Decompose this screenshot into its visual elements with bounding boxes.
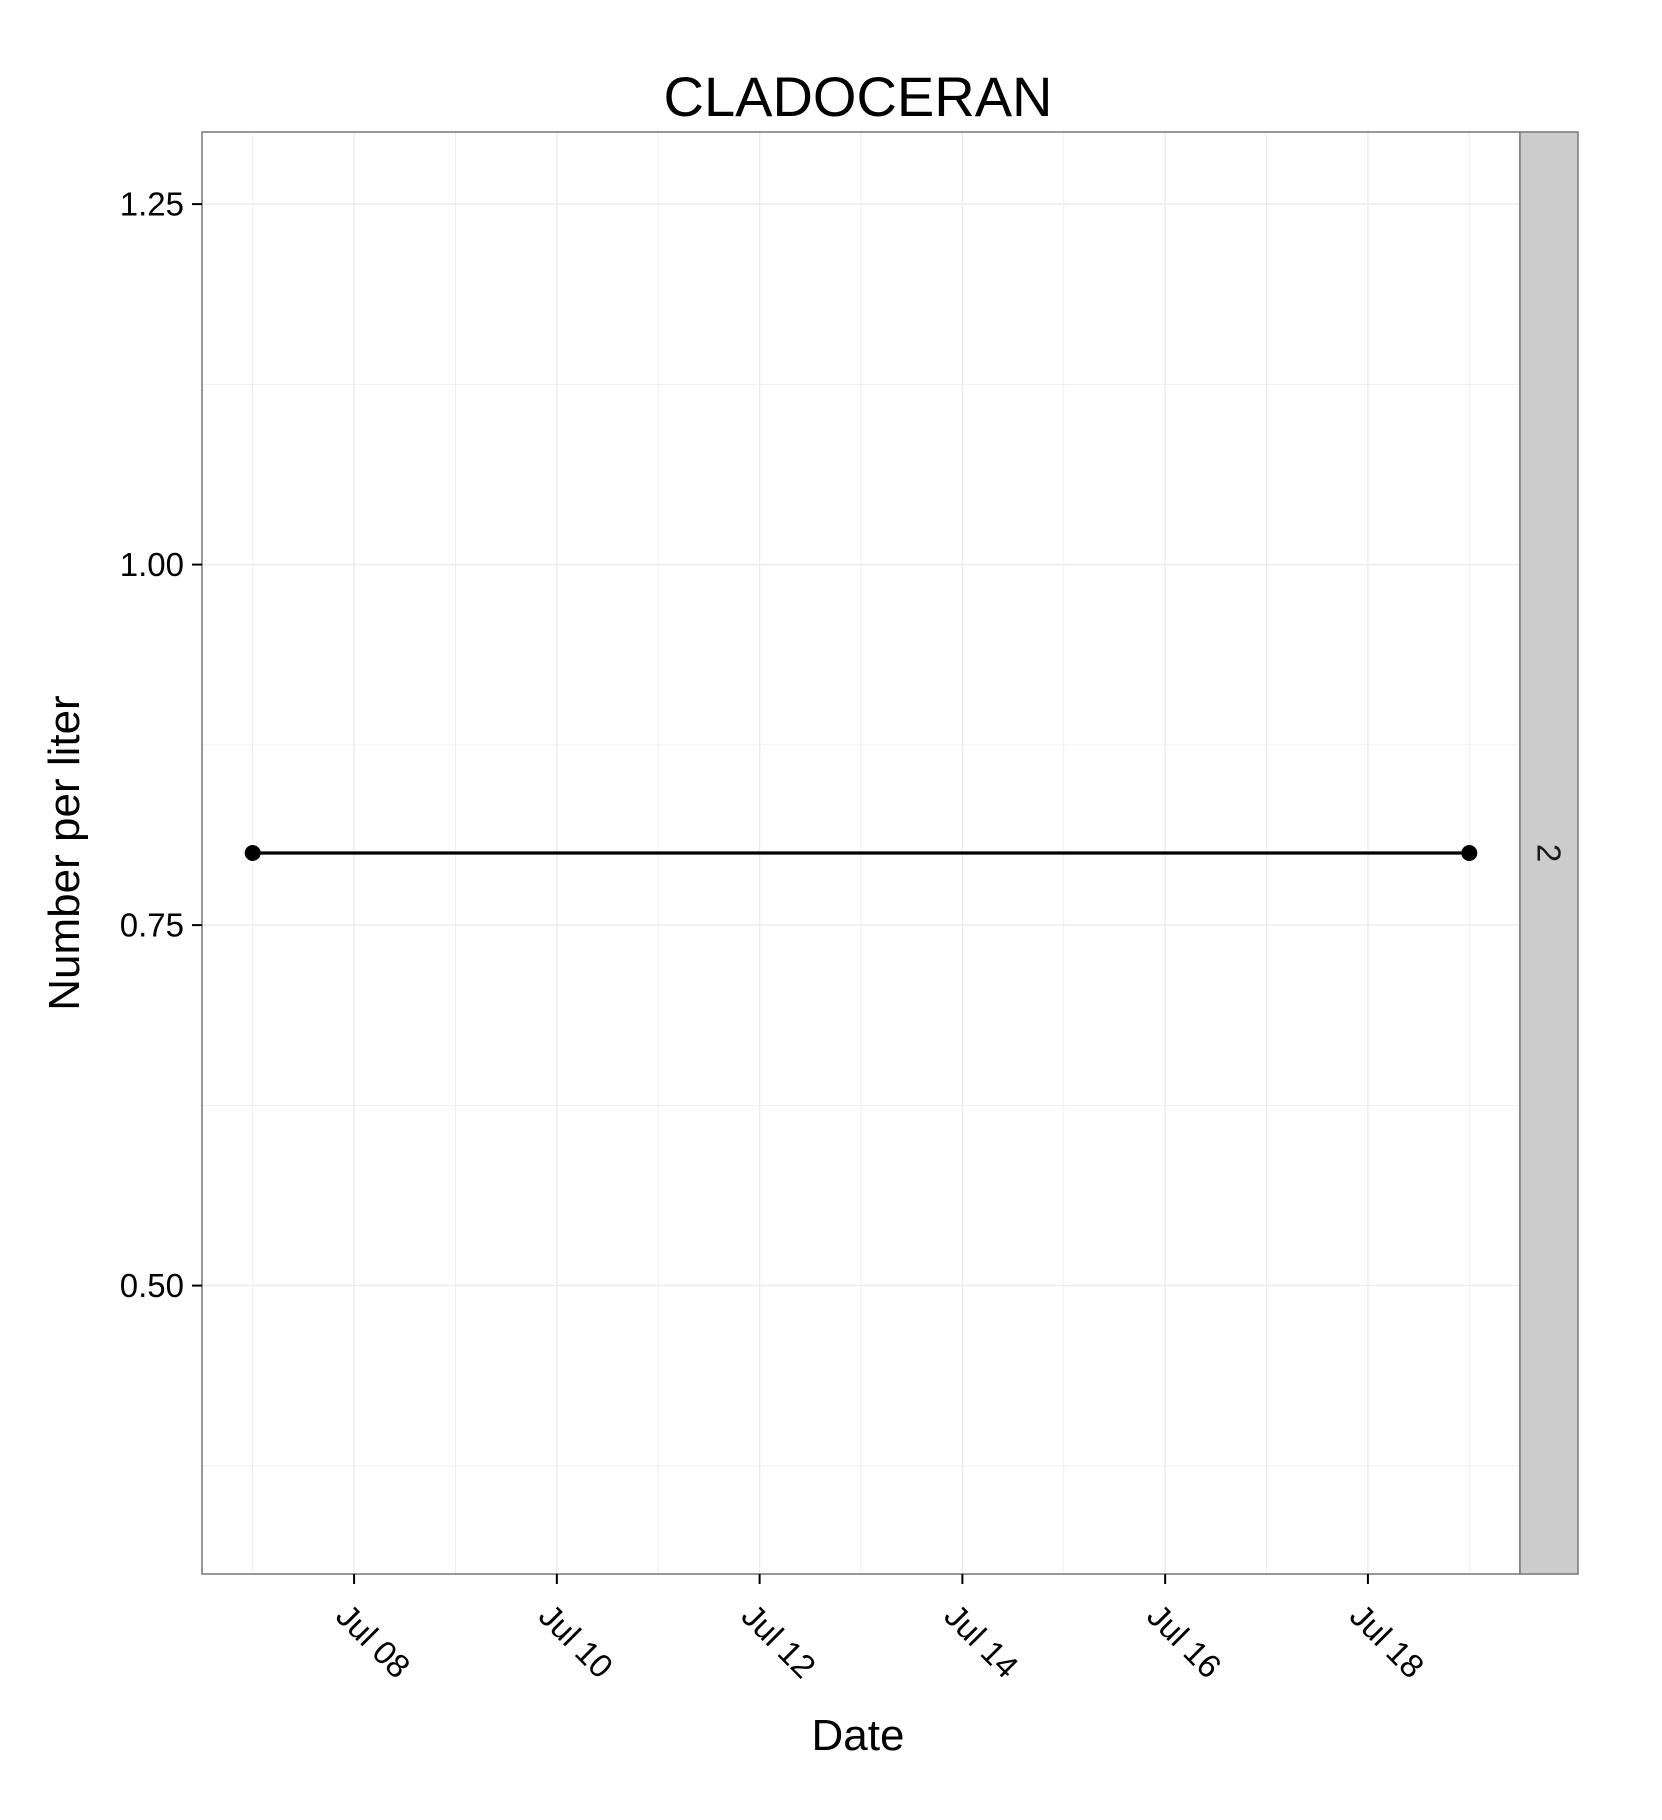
x-tick-label: Jul 18 bbox=[1343, 1597, 1431, 1685]
x-axis: Jul 08 Jul 10 Jul 12 Jul 14 Jul 16 Jul 18 bbox=[329, 1574, 1431, 1685]
y-axis: 0.50 0.75 1.00 1.25 bbox=[120, 186, 202, 1304]
x-tick-label: Jul 16 bbox=[1140, 1597, 1228, 1685]
x-tick-label: Jul 10 bbox=[532, 1597, 620, 1685]
y-tick-label: 1.25 bbox=[120, 186, 184, 223]
x-tick-label: Jul 14 bbox=[937, 1597, 1025, 1685]
y-tick-label: 0.50 bbox=[120, 1267, 184, 1304]
data-point bbox=[244, 845, 261, 861]
x-tick-label: Jul 12 bbox=[735, 1597, 823, 1685]
chart-title: CLADOCERAN bbox=[664, 65, 1053, 128]
facet-strip: 2 bbox=[1519, 131, 1579, 1575]
x-tick-label: Jul 08 bbox=[329, 1597, 417, 1685]
x-axis-title: Date bbox=[812, 1711, 905, 1760]
facet-strip-background bbox=[1519, 131, 1579, 1575]
facet-strip-label: 2 bbox=[1530, 844, 1567, 862]
data-point bbox=[1461, 845, 1478, 861]
y-tick-label: 0.75 bbox=[120, 907, 184, 944]
series-layer bbox=[244, 845, 1478, 861]
y-tick-label: 1.00 bbox=[120, 546, 184, 583]
y-axis-title: Number per liter bbox=[40, 695, 89, 1010]
